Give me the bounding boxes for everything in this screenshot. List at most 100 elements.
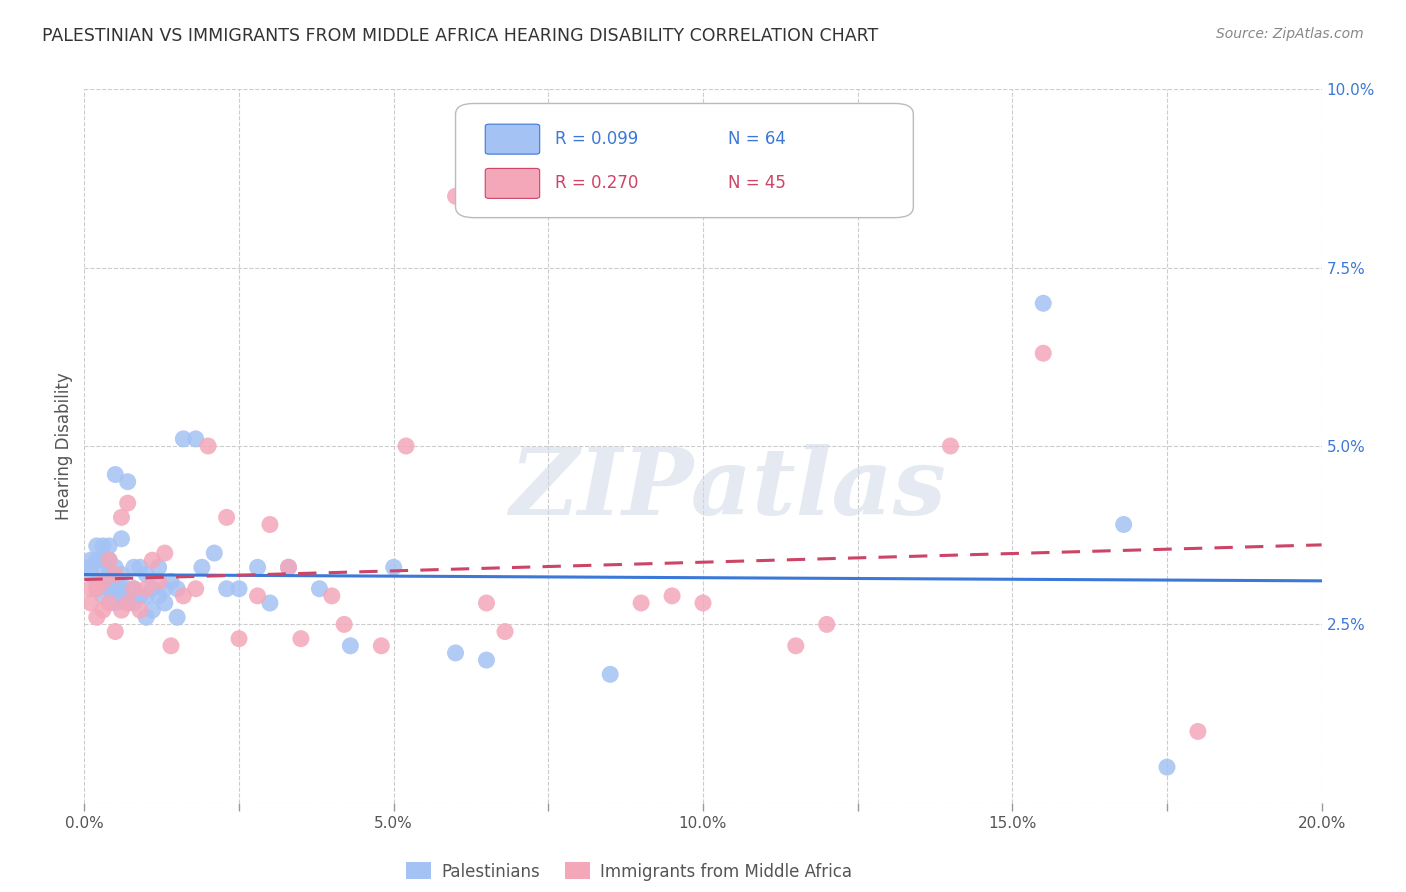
Point xyxy=(259,517,281,532)
Text: PALESTINIAN VS IMMIGRANTS FROM MIDDLE AFRICA HEARING DISABILITY CORRELATION CHAR: PALESTINIAN VS IMMIGRANTS FROM MIDDLE AF… xyxy=(42,27,879,45)
Point xyxy=(117,582,139,596)
Point xyxy=(135,567,157,582)
Point xyxy=(141,582,163,596)
Point xyxy=(259,596,281,610)
Point xyxy=(1156,760,1178,774)
Point xyxy=(135,582,157,596)
Point xyxy=(370,639,392,653)
Point xyxy=(86,582,108,596)
Point xyxy=(215,510,238,524)
Point xyxy=(122,582,145,596)
Point xyxy=(104,574,127,589)
Point xyxy=(91,589,114,603)
Point xyxy=(148,560,170,574)
Point xyxy=(290,632,312,646)
Point xyxy=(91,574,114,589)
Point xyxy=(166,582,188,596)
Point xyxy=(91,603,114,617)
Point xyxy=(98,567,121,582)
Point xyxy=(110,532,132,546)
Point xyxy=(117,496,139,510)
Point xyxy=(117,596,139,610)
Point xyxy=(277,560,299,574)
Point xyxy=(86,610,108,624)
Point xyxy=(129,589,152,603)
Point xyxy=(86,582,108,596)
Point xyxy=(129,560,152,574)
Point xyxy=(117,475,139,489)
Point xyxy=(815,617,838,632)
Point xyxy=(339,639,361,653)
Point xyxy=(117,596,139,610)
Point xyxy=(692,596,714,610)
Text: Source: ZipAtlas.com: Source: ZipAtlas.com xyxy=(1216,27,1364,41)
Point xyxy=(98,553,121,567)
Point xyxy=(153,582,176,596)
Y-axis label: Hearing Disability: Hearing Disability xyxy=(55,372,73,520)
Point xyxy=(104,582,127,596)
Point xyxy=(79,553,101,567)
Point xyxy=(246,560,269,574)
Point xyxy=(104,567,127,582)
Point xyxy=(91,539,114,553)
Point xyxy=(110,510,132,524)
Point xyxy=(184,582,207,596)
Point xyxy=(91,560,114,574)
FancyBboxPatch shape xyxy=(456,103,914,218)
Point xyxy=(308,582,330,596)
Point xyxy=(395,439,418,453)
Point xyxy=(91,574,114,589)
Point xyxy=(1032,296,1054,310)
Point xyxy=(166,610,188,624)
Point xyxy=(79,582,101,596)
Point xyxy=(228,582,250,596)
Point xyxy=(129,603,152,617)
Point xyxy=(122,560,145,574)
Point xyxy=(333,617,356,632)
Point xyxy=(110,589,132,603)
Point xyxy=(444,646,467,660)
Point xyxy=(215,582,238,596)
Point xyxy=(172,432,194,446)
Point xyxy=(135,589,157,603)
Point xyxy=(104,596,127,610)
Point xyxy=(382,560,405,574)
Point xyxy=(191,560,214,574)
Point xyxy=(135,610,157,624)
Legend: Palestinians, Immigrants from Middle Africa: Palestinians, Immigrants from Middle Afr… xyxy=(399,855,858,888)
Point xyxy=(79,560,101,574)
Point xyxy=(197,439,219,453)
Point xyxy=(86,553,108,567)
Point xyxy=(153,546,176,560)
Point xyxy=(91,553,114,567)
Point xyxy=(228,632,250,646)
Point xyxy=(122,596,145,610)
Point xyxy=(599,667,621,681)
Point xyxy=(1032,346,1054,360)
Point xyxy=(104,624,127,639)
Point xyxy=(98,553,121,567)
Point xyxy=(122,582,145,596)
Point xyxy=(661,589,683,603)
Point xyxy=(939,439,962,453)
Point xyxy=(444,189,467,203)
Text: R = 0.270: R = 0.270 xyxy=(554,175,638,193)
Point xyxy=(86,539,108,553)
Point xyxy=(202,546,225,560)
Point xyxy=(630,596,652,610)
Point xyxy=(277,560,299,574)
Point xyxy=(98,574,121,589)
Point xyxy=(141,553,163,567)
Point xyxy=(86,574,108,589)
Point xyxy=(172,589,194,603)
Point xyxy=(1112,517,1135,532)
Point xyxy=(160,639,183,653)
Point xyxy=(148,574,170,589)
Text: ZIPatlas: ZIPatlas xyxy=(509,444,946,533)
Point xyxy=(1187,724,1209,739)
Point xyxy=(494,624,516,639)
Point xyxy=(104,467,127,482)
Point xyxy=(246,589,269,603)
Text: N = 45: N = 45 xyxy=(728,175,786,193)
Point xyxy=(98,539,121,553)
